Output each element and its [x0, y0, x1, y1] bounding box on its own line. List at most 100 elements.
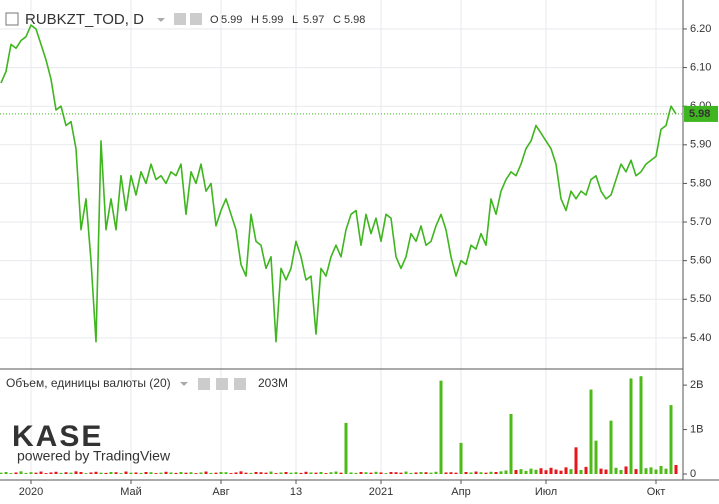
volume-bar	[59, 472, 63, 474]
volume-bar	[384, 473, 388, 474]
ohlc-legend: O 5.99 H 5.99 L 5.97 C 5.98	[210, 14, 365, 26]
volume-bar	[409, 472, 413, 474]
volume-bar	[74, 471, 78, 474]
volume-bar	[349, 472, 353, 474]
volume-bar	[439, 380, 443, 474]
volume-bar	[209, 472, 213, 474]
volume-bar	[124, 471, 128, 474]
volume-bar	[669, 405, 673, 474]
x-tick-label: Июл	[535, 486, 557, 498]
volume-bar	[559, 470, 563, 474]
volume-bar	[214, 472, 218, 474]
volume-bar	[664, 468, 668, 474]
volume-bar	[219, 472, 223, 474]
symbol-icon[interactable]	[5, 12, 19, 26]
volume-bar	[34, 472, 38, 474]
dropdown[interactable]	[180, 382, 188, 386]
volume-bar	[149, 472, 153, 474]
volume-value: 203M	[258, 376, 288, 390]
last-value-label: 5.98	[689, 108, 710, 120]
logo: KASE powered by TradingView	[12, 420, 171, 464]
volume-bar	[309, 472, 313, 474]
volume-bar	[84, 473, 88, 474]
marks	[0, 24, 683, 474]
settings-icon[interactable]	[216, 378, 228, 390]
volume-bar	[39, 471, 43, 474]
volume-bar	[19, 471, 23, 474]
volume-bar	[659, 466, 663, 474]
volume-bar	[129, 472, 133, 474]
volume-bar	[599, 468, 603, 474]
volume-bar	[229, 473, 233, 474]
volume-bar	[424, 472, 428, 474]
volume-bar	[619, 470, 623, 474]
volume-bar	[414, 472, 418, 474]
volume-bar	[159, 472, 163, 474]
x-tick-label: 2020	[19, 486, 43, 498]
volume-bar	[464, 472, 468, 474]
last-value-tag	[684, 105, 718, 122]
ohlc-label: O	[210, 14, 219, 26]
x-tick-label: Окт	[647, 486, 666, 498]
volume-bar	[194, 473, 198, 474]
volume-bar	[109, 472, 113, 474]
volume-bar	[494, 472, 498, 474]
volume-bar	[604, 469, 608, 474]
volume-bar	[484, 472, 488, 474]
volume-bar	[119, 473, 123, 474]
volume-bar	[364, 472, 368, 474]
volume-bar	[459, 442, 463, 474]
volume-bar	[499, 471, 503, 474]
logo-text: KASE	[12, 420, 103, 453]
x-tick-label: Авг	[212, 486, 229, 498]
ohlc-value: 5.98	[344, 14, 365, 26]
volume-bar	[269, 471, 273, 474]
volume-bar	[204, 471, 208, 474]
volume-bar	[99, 472, 103, 474]
volume-bar	[444, 472, 448, 474]
volume-bar	[329, 472, 333, 474]
volume-bar	[514, 470, 518, 474]
x-tick-label: Апр	[451, 486, 470, 498]
y-tick-label: 5.40	[690, 332, 711, 344]
volume-bar	[394, 472, 398, 474]
volume-bar	[94, 471, 98, 474]
volume-bar	[64, 472, 68, 474]
close-icon[interactable]	[234, 378, 246, 390]
volume-bar	[249, 472, 253, 474]
volume-bar	[519, 469, 523, 474]
powered-by: powered by TradingView	[17, 448, 171, 464]
volume-bar	[574, 447, 578, 474]
eye-icon[interactable]	[174, 13, 186, 25]
y-tick-label: 5.80	[690, 177, 711, 189]
volume-bar	[4, 472, 8, 474]
dropdown[interactable]	[157, 18, 165, 22]
volume-bar	[104, 472, 108, 474]
volume-bar	[54, 471, 58, 474]
volume-bar	[614, 467, 618, 474]
chart-title: RUBKZT_TOD, D	[25, 11, 144, 28]
volume-bar	[259, 472, 263, 474]
volume-bar	[234, 472, 238, 474]
volume-bar	[579, 470, 583, 474]
volume-bar	[644, 468, 648, 474]
volume-bar	[649, 467, 653, 474]
volume-bar	[529, 468, 533, 474]
volume-title: Объем, единицы валюты (20)	[6, 376, 171, 390]
ohlc-value: 5.99	[221, 14, 242, 26]
eye-icon[interactable]	[198, 378, 210, 390]
volume-bar	[324, 473, 328, 474]
settings-icon[interactable]	[190, 13, 202, 25]
volume-bar	[474, 471, 478, 474]
volume-tick-label: 1B	[690, 423, 703, 435]
volume-bar	[284, 472, 288, 474]
volume-bar	[69, 472, 73, 474]
volume-bar	[169, 472, 173, 474]
price-line	[0, 24, 677, 343]
volume-bar	[154, 473, 158, 474]
volume-bar	[14, 472, 18, 474]
ohlc-label: H	[251, 14, 259, 26]
y-tick-label: 5.60	[690, 255, 711, 267]
volume-bar	[584, 466, 588, 474]
